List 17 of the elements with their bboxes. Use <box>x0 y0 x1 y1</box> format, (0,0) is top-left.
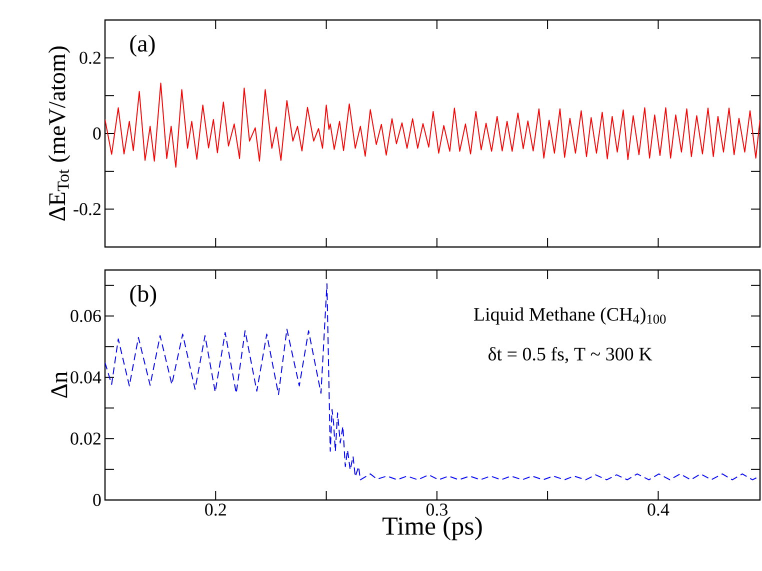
x-tick-label: 0.4 <box>648 504 670 516</box>
y-axis-title: ΔE$_{Tot}$ (meV/atom) <box>48 46 70 221</box>
annotation: δt = 0.5 fs, T ~ 300 K <box>488 346 652 364</box>
y-tick-label: 0 <box>93 127 101 140</box>
x-tick-label: 0.2 <box>205 504 226 516</box>
x-tick-label: 0.3 <box>426 504 448 516</box>
x-axis-title: Time (ps) <box>382 516 482 540</box>
y-tick-label: 0.02 <box>70 432 100 445</box>
y-tick-label: 0.06 <box>70 310 101 322</box>
y-tick-label: 0.2 <box>80 52 100 64</box>
y-tick-label: 0.04 <box>70 371 102 384</box>
y-tick-label: -0.2 <box>74 203 100 216</box>
y-tick-label: 0 <box>93 494 101 506</box>
annotation: (a) <box>130 34 155 57</box>
annotation: Liquid Methane (CH$_{4}$)$_{100}$ <box>474 307 666 325</box>
y-axis-title: Δn <box>51 372 68 398</box>
annotation: (b) <box>130 285 156 307</box>
